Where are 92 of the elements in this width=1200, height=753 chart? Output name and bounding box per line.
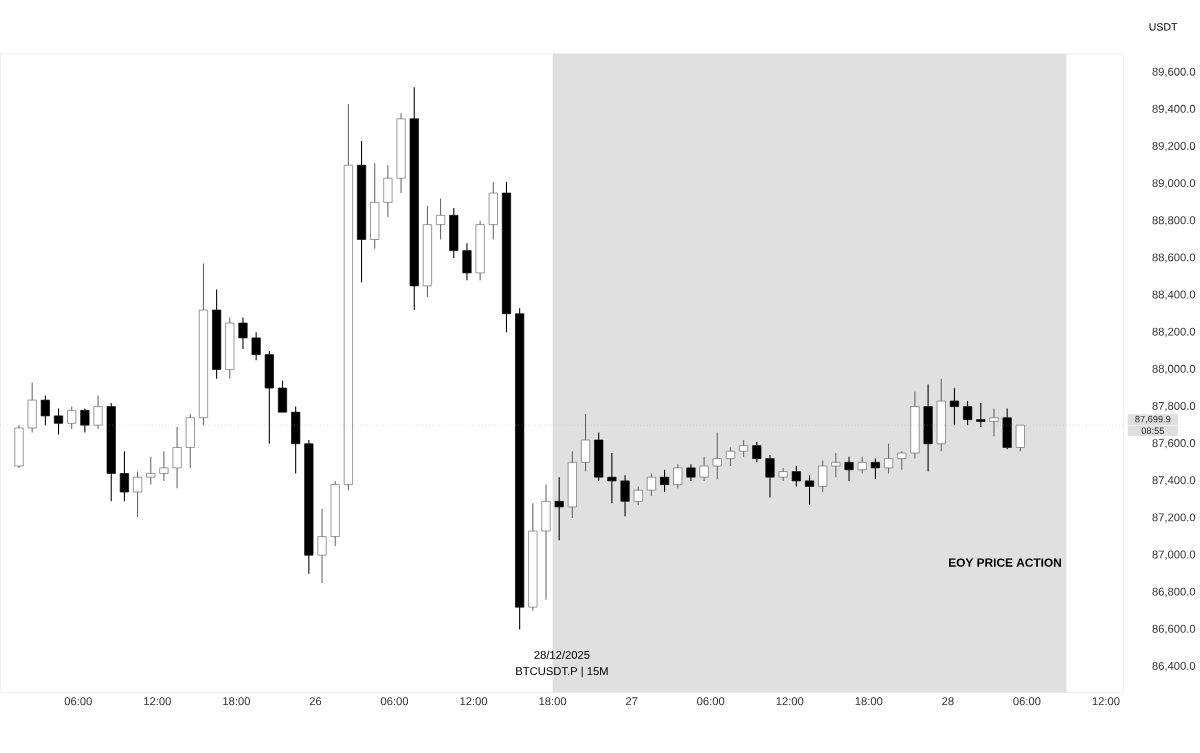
candlestick	[357, 140, 367, 283]
candlestick	[554, 476, 564, 541]
candlestick	[383, 164, 393, 218]
x-tick-label: 28	[942, 697, 954, 706]
candlestick	[923, 383, 933, 472]
candlestick	[119, 450, 129, 502]
y-axis-title: USDT	[1149, 23, 1178, 31]
candlestick	[949, 387, 959, 426]
candlestick	[1002, 407, 1012, 450]
text: 08:55	[1141, 427, 1164, 434]
y-tick-label: 89,400.0	[1152, 104, 1196, 114]
candlestick	[712, 431, 722, 480]
candlestick	[317, 508, 327, 584]
candlestick	[212, 288, 222, 380]
candlestick	[804, 474, 815, 506]
y-tick-label: 88,200.0	[1152, 327, 1196, 337]
candlestick	[27, 381, 37, 433]
x-tick-label: 26	[309, 697, 322, 706]
x-tick-label: 27	[625, 697, 638, 705]
candlestick	[844, 456, 854, 482]
y-tick-label: 87,800.0	[1152, 401, 1196, 412]
x-tick-label: 06:00	[1013, 697, 1041, 706]
candlestick	[172, 426, 182, 489]
candlestick	[80, 407, 90, 433]
x-tick-label: 12:00	[1092, 697, 1120, 706]
ref-line-label: 87,699.9	[1135, 415, 1171, 424]
x-tick-label: 18:00	[539, 697, 567, 706]
candlestick	[106, 402, 116, 502]
candlestick	[646, 472, 656, 497]
candlestick	[976, 402, 986, 428]
candlestick	[765, 454, 775, 498]
x-tick-label: 12:00	[144, 697, 171, 706]
y-tick-label: 89,000.0	[1152, 179, 1196, 189]
candlestick	[53, 407, 64, 435]
candlestick	[739, 439, 749, 458]
candlestick	[40, 394, 50, 426]
candlestick	[831, 452, 841, 478]
candlestick	[910, 391, 920, 459]
candlestick	[528, 502, 538, 612]
candlestick	[14, 424, 24, 469]
candlestick	[225, 316, 235, 380]
candlestick	[501, 181, 512, 333]
y-tick-label: 86,600.0	[1152, 624, 1196, 634]
y-tick-label: 87,200.0	[1152, 513, 1196, 523]
candlestick	[699, 456, 709, 482]
candlestick	[620, 474, 630, 517]
x-tick-label: 18:00	[855, 697, 883, 706]
candlestick	[370, 162, 380, 250]
x-tick-label: 06:00	[380, 697, 409, 706]
candlestick	[989, 407, 999, 437]
candlestick	[238, 316, 248, 350]
candlestick	[396, 112, 406, 194]
x-tick-label: 06:00	[64, 697, 92, 706]
candlestick	[818, 459, 828, 493]
candlestick	[304, 439, 314, 575]
candlestick	[330, 480, 340, 547]
candlestick	[515, 307, 525, 630]
candlestick	[185, 413, 195, 469]
candlestick	[607, 452, 617, 504]
x-tick-label: 06:00	[697, 697, 725, 706]
annotation: BTCUSDT.P | 15M	[516, 666, 608, 678]
candlestick	[409, 86, 419, 311]
candlestick	[475, 220, 485, 281]
candlestick	[897, 450, 907, 471]
y-tick-label: 87,400.0	[1152, 476, 1196, 486]
y-tick-label: 86,400.0	[1152, 661, 1196, 672]
candlestick	[159, 450, 169, 482]
candlestick	[462, 242, 472, 281]
y-tick-label: 88,600.0	[1152, 253, 1196, 263]
candlestick	[633, 485, 643, 506]
candlestick	[251, 331, 261, 361]
candlestick	[567, 450, 577, 519]
y-tick-label: 88,400.0	[1152, 290, 1196, 300]
y-tick-label: 88,000.0	[1152, 364, 1196, 374]
candlestick	[264, 350, 274, 445]
y-tick-label: 89,200.0	[1152, 141, 1196, 152]
annotation: 28/12/2025	[534, 650, 590, 659]
x-tick-label: 18:00	[223, 697, 250, 706]
y-tick-label: 88,800.0	[1152, 216, 1196, 226]
y-tick-label: 89,600.0	[1152, 67, 1196, 77]
y-tick-label: 87,000.0	[1152, 550, 1196, 560]
x-tick-label: 12:00	[776, 697, 804, 706]
candlestick	[580, 413, 591, 472]
y-tick-label: 87,600.0	[1152, 438, 1196, 449]
candlestick	[541, 483, 551, 601]
candlestick	[422, 205, 432, 298]
candlestick	[93, 394, 103, 430]
annotation: EOY PRICE ACTION	[949, 558, 1061, 567]
candlestick	[778, 467, 788, 482]
x-tick-label: 12:00	[460, 697, 488, 706]
candlestick	[686, 463, 696, 482]
y-tick-label: 86,800.0	[1152, 587, 1196, 597]
